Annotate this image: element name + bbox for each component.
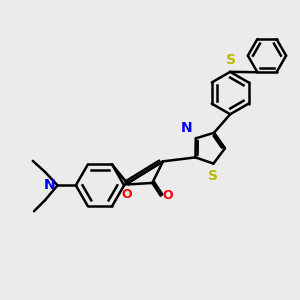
Text: O: O: [163, 189, 173, 202]
Text: N: N: [181, 122, 193, 135]
Text: S: S: [226, 53, 236, 67]
Text: N: N: [44, 178, 55, 192]
Text: O: O: [122, 188, 132, 201]
Text: S: S: [208, 169, 218, 183]
